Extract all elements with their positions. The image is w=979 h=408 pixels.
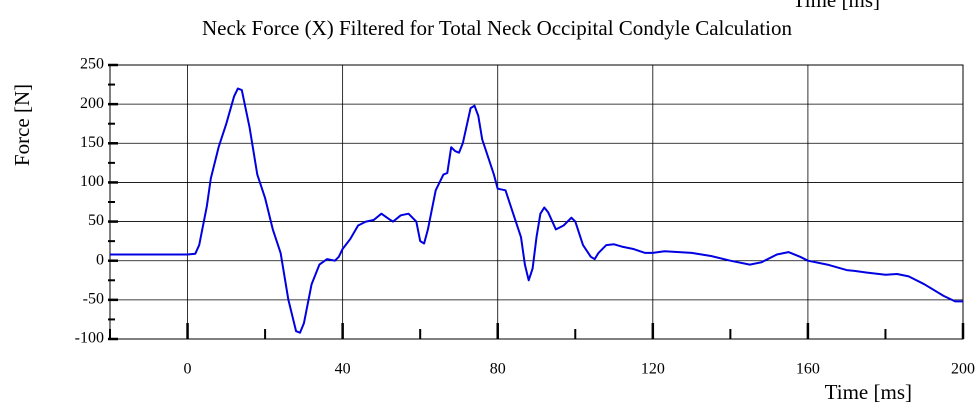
data-line <box>110 87 963 334</box>
y-tick-label: 250 <box>80 56 104 73</box>
x-tick-label: 80 <box>490 361 506 378</box>
x-axis-label: Time [ms] <box>825 380 912 404</box>
y-tick-label: 50 <box>88 212 104 229</box>
y-tick-label: -50 <box>83 291 104 308</box>
x-tick-label: 200 <box>951 361 975 378</box>
x-tick-label: 160 <box>796 361 820 378</box>
x-tick-label: 0 <box>184 361 192 378</box>
plot-area <box>109 64 964 340</box>
y-tick-label: 0 <box>96 251 104 268</box>
y-tick-label: -100 <box>75 330 104 347</box>
x-tick-label: 120 <box>641 361 665 378</box>
y-axis-label: Force [N] <box>10 84 34 166</box>
y-tick-label: 150 <box>80 134 104 151</box>
chart-title: Neck Force (X) Filtered for Total Neck O… <box>202 16 793 40</box>
x-tick-label: 40 <box>335 361 351 378</box>
y-tick-label: 100 <box>80 173 104 190</box>
clipped-label: Time [ms] <box>793 0 880 12</box>
y-tick-label: 200 <box>80 95 104 112</box>
